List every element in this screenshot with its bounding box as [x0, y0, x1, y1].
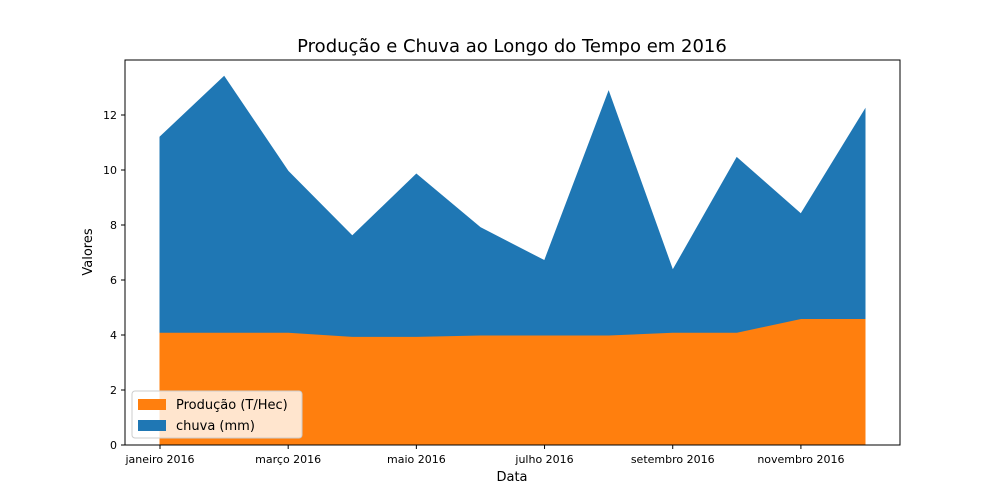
x-tick-label: janeiro 2016 — [124, 453, 194, 466]
x-tick-label: novembro 2016 — [757, 453, 844, 466]
plot-frame — [124, 59, 901, 446]
legend-label: chuva (mm) — [176, 419, 255, 434]
y-tick-label: 0 — [110, 439, 117, 452]
y-tick-label: 12 — [103, 109, 117, 122]
series-areas — [159, 75, 866, 446]
y-axis-label: Valores — [81, 228, 96, 275]
y-axis: 0 2 4 6 8 10 12 — [103, 109, 125, 452]
x-tick-label: março 2016 — [255, 453, 321, 466]
x-tick-label: setembro 2016 — [631, 453, 715, 466]
legend-label: Produção (T/Hec) — [176, 398, 288, 413]
x-axis: janeiro 2016 março 2016 maio 2016 julho 201… — [124, 445, 845, 466]
y-tick-label: 4 — [110, 329, 117, 342]
y-tick-label: 6 — [110, 274, 117, 287]
area-series-1 — [159, 75, 866, 337]
x-tick-label: julho 2016 — [514, 453, 573, 466]
legend-swatch — [138, 420, 166, 431]
legend-box — [131, 390, 303, 439]
x-axis-label: Data — [496, 470, 527, 485]
y-tick-label: 8 — [110, 219, 117, 232]
legend: Produção (T/Hec) chuva (mm) — [131, 390, 303, 439]
legend-swatch — [138, 399, 166, 410]
x-tick-label: maio 2016 — [387, 453, 446, 466]
y-tick-label: 2 — [110, 384, 117, 397]
y-tick-label: 10 — [103, 164, 117, 177]
chart-title: Produção e Chuva ao Longo do Tempo em 20… — [297, 36, 727, 57]
